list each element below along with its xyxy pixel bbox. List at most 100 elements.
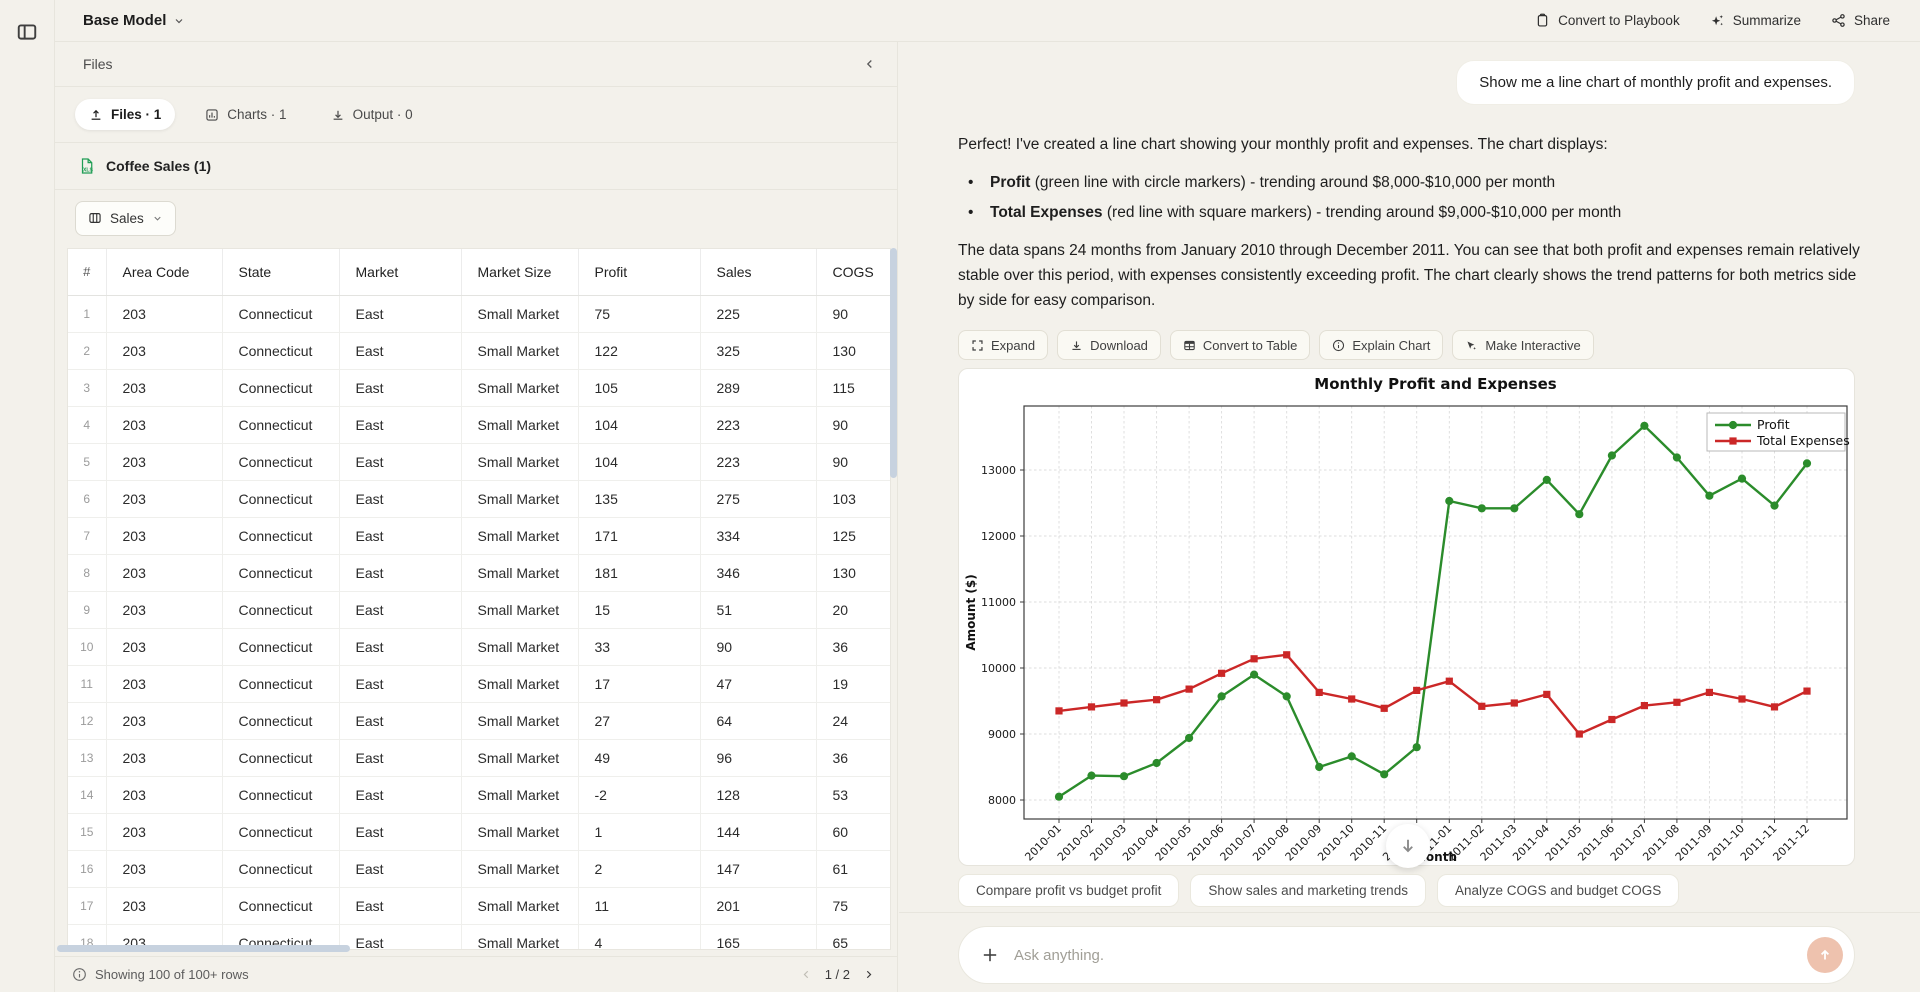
model-selector-label: Base Model <box>83 12 166 29</box>
table-row: 15203ConnecticutEastSmall Market114460 <box>68 813 891 850</box>
table-row: 2203ConnecticutEastSmall Market122325130 <box>68 332 891 369</box>
pagination: 1 / 2 <box>800 967 875 982</box>
clipboard-icon <box>1535 13 1550 28</box>
info-icon <box>72 967 87 982</box>
suggestion-chip[interactable]: Show sales and marketing trends <box>1190 874 1426 907</box>
chart-card: 80009000100001100012000130002010-012010-… <box>958 368 1855 866</box>
chat-panel: Show me a line chart of monthly profit a… <box>899 42 1920 992</box>
tab-charts[interactable]: Charts · 1 <box>191 99 300 130</box>
chevron-down-icon <box>152 213 163 224</box>
table-row: 4203ConnecticutEastSmall Market10422390 <box>68 406 891 443</box>
chat-input-placeholder: Ask anything. <box>1014 947 1807 964</box>
collapse-panel-icon[interactable] <box>863 57 877 71</box>
sheet-selector-row: Sales <box>55 190 897 246</box>
suggestion-chips: Compare profit vs budget profit Show sal… <box>958 874 1679 907</box>
sparkles-icon <box>1710 13 1725 28</box>
xls-file-icon: XLS <box>78 157 96 175</box>
user-message-text: Show me a line chart of monthly profit a… <box>1479 74 1832 91</box>
table-row: 11203ConnecticutEastSmall Market174719 <box>68 665 891 702</box>
share-label: Share <box>1854 13 1890 28</box>
top-actions: Convert to Playbook Summarize Share <box>1535 13 1920 28</box>
svg-text:8000: 8000 <box>988 794 1016 807</box>
bullet-profit: •Profit (green line with circle markers)… <box>968 170 1868 195</box>
table-row: 10203ConnecticutEastSmall Market339036 <box>68 628 891 665</box>
tab-output-label: Output · 0 <box>353 107 413 122</box>
table-icon <box>1183 339 1196 352</box>
tab-files[interactable]: Files · 1 <box>75 99 175 130</box>
table-row: 3203ConnecticutEastSmall Market105289115 <box>68 369 891 406</box>
assistant-intro: Perfect! I've created a line chart showi… <box>958 132 1868 157</box>
table-row: 1203ConnecticutEastSmall Market7522590 <box>68 295 891 332</box>
convert-to-playbook-label: Convert to Playbook <box>1558 13 1680 28</box>
files-tabs: Files · 1 Charts · 1 Output · 0 <box>55 87 897 143</box>
suggestion-chip[interactable]: Compare profit vs budget profit <box>958 874 1179 907</box>
summarize-button[interactable]: Summarize <box>1710 13 1801 28</box>
page-prev-icon[interactable] <box>800 968 813 981</box>
file-row[interactable]: XLS Coffee Sales (1) <box>55 143 897 190</box>
page-next-icon[interactable] <box>862 968 875 981</box>
make-interactive-button[interactable]: Make Interactive <box>1452 330 1593 360</box>
table-vertical-scrollbar[interactable] <box>890 248 897 478</box>
sidebar-toggle-icon[interactable] <box>15 20 39 44</box>
input-section: Ask anything. <box>899 912 1920 992</box>
upload-icon <box>89 108 103 122</box>
svg-text:Monthly Profit and Expenses: Monthly Profit and Expenses <box>1314 375 1556 393</box>
table-row: 16203ConnecticutEastSmall Market214761 <box>68 850 891 887</box>
summarize-label: Summarize <box>1733 13 1801 28</box>
table-row: 8203ConnecticutEastSmall Market181346130 <box>68 554 891 591</box>
explain-chart-button[interactable]: Explain Chart <box>1319 330 1443 360</box>
svg-text:12000: 12000 <box>981 530 1016 543</box>
svg-text:10000: 10000 <box>981 662 1016 675</box>
svg-text:11000: 11000 <box>981 596 1016 609</box>
files-panel: Files Files · 1 Charts · 1 Output · 0 XL… <box>55 42 898 992</box>
nav-rail <box>0 0 55 992</box>
table-horizontal-scrollbar[interactable] <box>57 945 350 952</box>
assistant-outro: The data spans 24 months from January 20… <box>958 238 1868 313</box>
table-row: 5203ConnecticutEastSmall Market10422390 <box>68 443 891 480</box>
svg-text:XLS: XLS <box>83 167 94 173</box>
top-bar: Base Model Convert to Playbook Summarize… <box>55 0 1920 42</box>
svg-text:9000: 9000 <box>988 728 1016 741</box>
bullet-expenses: •Total Expenses (red line with square ma… <box>968 200 1868 225</box>
convert-to-table-button[interactable]: Convert to Table <box>1170 330 1310 360</box>
chart-actions: Expand Download Convert to Table Explain… <box>958 330 1594 360</box>
suggestion-chip[interactable]: Analyze COGS and budget COGS <box>1437 874 1679 907</box>
file-name: Coffee Sales (1) <box>106 158 211 174</box>
arrow-up-icon <box>1817 947 1833 963</box>
arrow-down-icon <box>1398 836 1418 856</box>
row-count-text: Showing 100 of 100+ rows <box>95 967 249 982</box>
sheet-selector[interactable]: Sales <box>75 201 176 236</box>
download-button[interactable]: Download <box>1057 330 1161 360</box>
model-selector[interactable]: Base Model <box>83 12 185 29</box>
plus-icon[interactable] <box>981 946 999 964</box>
table-row: 7203ConnecticutEastSmall Market171334125 <box>68 517 891 554</box>
expand-button[interactable]: Expand <box>958 330 1048 360</box>
row-count-status: Showing 100 of 100+ rows <box>72 967 249 982</box>
assistant-message: Perfect! I've created a line chart showi… <box>958 132 1868 313</box>
data-table: #Area CodeStateMarketMarket SizeProfitSa… <box>67 248 891 950</box>
user-message: Show me a line chart of monthly profit a… <box>1456 60 1855 105</box>
files-panel-header: Files <box>55 42 897 87</box>
svg-text:Total Expenses: Total Expenses <box>1756 433 1850 448</box>
assistant-bullets: •Profit (green line with circle markers)… <box>968 170 1868 225</box>
expand-icon <box>971 339 984 352</box>
table-row: 9203ConnecticutEastSmall Market155120 <box>68 591 891 628</box>
bar-chart-icon <box>205 108 219 122</box>
info-icon <box>1332 339 1345 352</box>
chat-input[interactable]: Ask anything. <box>958 926 1855 984</box>
columns-icon <box>88 211 102 225</box>
share-button[interactable]: Share <box>1831 13 1890 28</box>
send-button[interactable] <box>1807 937 1843 973</box>
chart-svg: 80009000100001100012000130002010-012010-… <box>959 369 1854 865</box>
sheet-selector-label: Sales <box>110 211 144 226</box>
convert-to-playbook-button[interactable]: Convert to Playbook <box>1535 13 1680 28</box>
download-icon <box>1070 339 1083 352</box>
scroll-to-bottom-button[interactable] <box>1386 824 1430 868</box>
table-row: 6203ConnecticutEastSmall Market135275103 <box>68 480 891 517</box>
table-row: 13203ConnecticutEastSmall Market499636 <box>68 739 891 776</box>
tab-files-label: Files · 1 <box>111 107 161 122</box>
tab-output[interactable]: Output · 0 <box>317 99 427 130</box>
page-indicator: 1 / 2 <box>825 967 850 982</box>
chevron-down-icon <box>173 15 185 27</box>
svg-text:13000: 13000 <box>981 464 1016 477</box>
